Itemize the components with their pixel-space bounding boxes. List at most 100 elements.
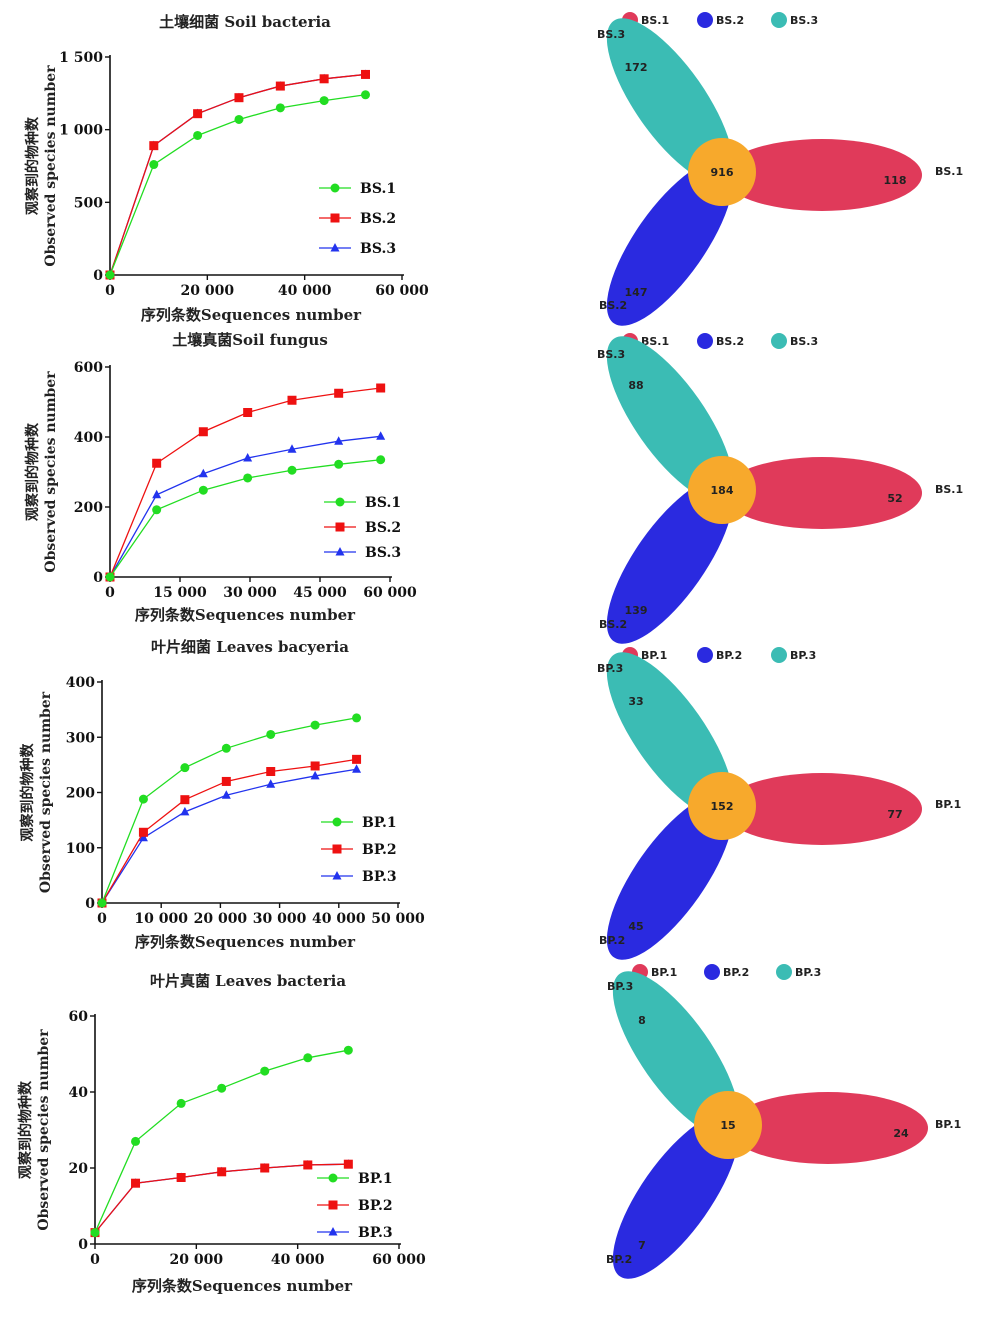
y-tick-label: 200 [66, 786, 95, 802]
data-point [180, 795, 190, 805]
legend-swatch [771, 12, 787, 28]
venn-legend-item: BS.2 [697, 333, 744, 349]
x-tick-label: 50 000 [371, 911, 425, 927]
venn-center [688, 456, 756, 524]
legend-item: BS.3 [324, 545, 401, 561]
legend-label: BP.2 [723, 966, 749, 979]
venn-center [688, 138, 756, 206]
petal-top [606, 18, 734, 184]
data-point [352, 713, 362, 723]
legend-label: BP.3 [358, 1225, 393, 1241]
data-point [343, 1045, 353, 1055]
venn-center [694, 1091, 762, 1159]
venn-diagram-4: BP.1 BP.2 BP.3 8 24 7 15 BP.3 BP.1 BP.2 [606, 964, 961, 1279]
data-point [217, 1167, 227, 1177]
x-tick-label: 20 000 [170, 1252, 224, 1268]
legend-item: BP.1 [321, 815, 397, 831]
legend-item: BS.1 [319, 181, 396, 197]
data-point [352, 764, 362, 773]
data-point [334, 388, 344, 398]
petal-bottom [612, 1113, 740, 1279]
data-point [193, 109, 203, 119]
legend-item: BP.3 [317, 1225, 393, 1241]
x-axis-label: 序列条数Sequences number [141, 306, 362, 324]
data-point [275, 103, 285, 113]
x-tick-label: 0 [90, 1252, 100, 1268]
series-BP.2 [90, 1159, 353, 1238]
legend-label: BS.3 [790, 14, 818, 27]
series-BS.2 [105, 69, 370, 280]
data-point [149, 160, 159, 170]
data-point [376, 455, 386, 465]
x-tick-label: 40 000 [271, 1252, 325, 1268]
legend-label: BS.2 [716, 14, 744, 27]
count-top: 88 [628, 379, 643, 392]
y-tick-label: 400 [74, 430, 103, 446]
data-point [198, 468, 208, 478]
legend-item: BS.3 [319, 241, 396, 257]
y-tick-label: 400 [66, 675, 95, 691]
count-top: 172 [625, 61, 648, 74]
x-tick-label: 60 000 [372, 1252, 426, 1268]
venn-diagram-2: BS.1 BS.2 BS.3 88 52 139 184 BS.3 BS.1 BS.2 [597, 333, 963, 644]
data-point [287, 395, 297, 405]
x-tick-label: 30 000 [253, 911, 307, 927]
legend-marker [335, 497, 345, 507]
data-point [131, 1136, 141, 1146]
legend-swatch [776, 964, 792, 980]
series-BS.1 [105, 90, 370, 280]
x-tick-label: 30 000 [223, 585, 277, 601]
venn-legend-item: BP.3 [776, 964, 821, 980]
legend-marker [330, 183, 340, 193]
data-point [310, 720, 320, 730]
y-tick-label: 20 [69, 1161, 89, 1177]
legend-label: BS.3 [790, 335, 818, 348]
y-axis-label-cn: 观察到的物种数 [24, 422, 41, 521]
series-BS.3 [105, 431, 386, 581]
y-tick-label: 60 [69, 1009, 89, 1025]
petal-label-bottom: BS.2 [599, 299, 627, 312]
legend-marker [335, 522, 345, 532]
chart-title: 叶片真菌 Leaves bacteria [150, 972, 346, 990]
data-point [152, 505, 162, 515]
legend-label: BP.1 [362, 815, 397, 831]
legend-label: BP.1 [641, 649, 667, 662]
data-point [176, 1173, 186, 1182]
data-point [234, 93, 244, 103]
legend-label: BP.2 [362, 842, 397, 858]
legend-swatch [697, 647, 713, 663]
data-point [243, 473, 253, 483]
count-right: 52 [887, 492, 902, 505]
y-axis-label-cn: 观察到的物种数 [19, 743, 36, 842]
data-point [343, 1159, 353, 1169]
x-tick-label: 60 000 [375, 283, 429, 299]
petal-label-top: BS.3 [597, 348, 625, 361]
petal-right [722, 773, 922, 845]
data-point [361, 90, 370, 100]
petal-top [612, 971, 740, 1137]
data-point [149, 141, 159, 151]
petal-right [722, 457, 922, 529]
data-point [138, 794, 148, 804]
y-tick-label: 0 [93, 268, 103, 284]
legend-item: BP.2 [317, 1198, 393, 1214]
legend-item: BS.2 [324, 520, 401, 536]
data-point [266, 729, 276, 739]
legend-swatch [771, 647, 787, 663]
y-axis-label-cn: 观察到的物种数 [24, 116, 41, 215]
data-point [221, 790, 231, 799]
data-point [105, 572, 115, 582]
y-tick-label: 500 [74, 195, 103, 211]
petal-bottom [606, 794, 734, 960]
chart-title: 土壤真菌Soil fungus [172, 331, 328, 349]
data-point [221, 776, 231, 786]
series-line [109, 73, 366, 276]
legend-swatch [697, 12, 713, 28]
y-tick-label: 600 [74, 360, 103, 376]
data-point [97, 898, 107, 908]
data-point [319, 96, 329, 106]
data-point [152, 458, 162, 468]
x-tick-label: 0 [97, 911, 107, 927]
petal-bottom [606, 160, 734, 326]
